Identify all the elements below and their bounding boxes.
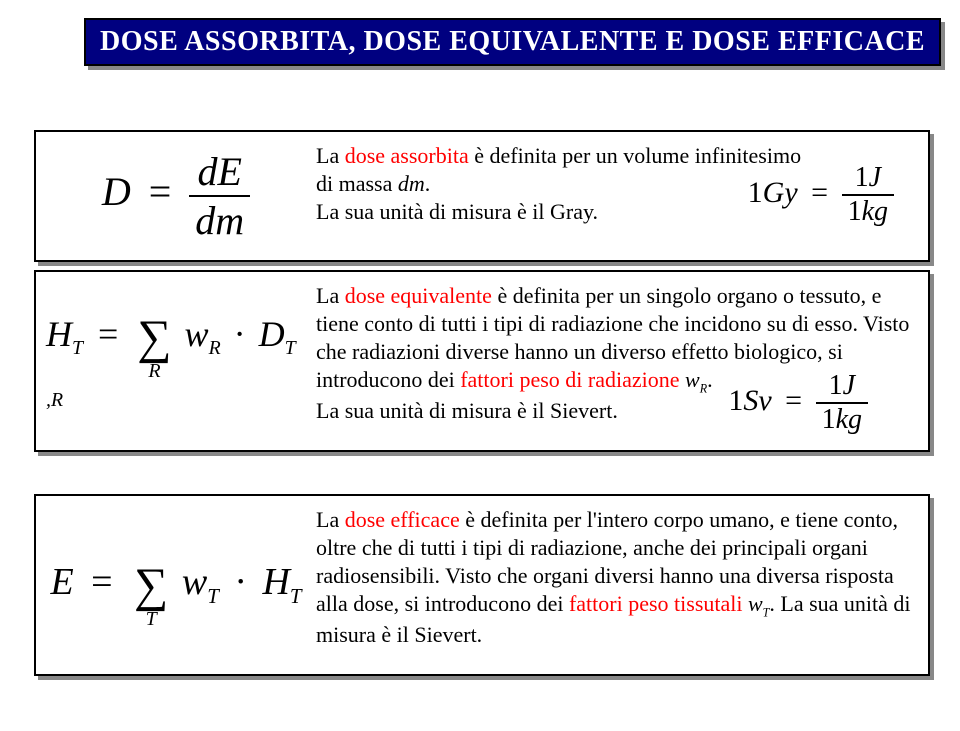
- formula-HT: HT = ∑R wR · DT ,R: [46, 272, 306, 450]
- row-dose-equivalente: HT = ∑R wR · DT ,R La dose equivalente è…: [34, 270, 930, 452]
- term-fattori-peso-radiazione: fattori peso di radiazione: [460, 367, 679, 392]
- term-fattori-peso-tissutali: fattori peso tissutali: [569, 591, 743, 616]
- slide-title-bar: DOSE ASSORBITA, DOSE EQUIVALENTE E DOSE …: [84, 18, 941, 66]
- formula-D: D = dE dm: [46, 132, 306, 260]
- eq-sign: =: [141, 169, 180, 214]
- sigma-icon: ∑T: [134, 558, 168, 613]
- term-dose-equivalente: dose equivalente: [345, 283, 492, 308]
- row-dose-efficace: E = ∑T wT · HT La dose efficace è defini…: [34, 494, 930, 676]
- var-D: D: [102, 169, 131, 214]
- unit-gray: 1Gy = 1J 1kg: [748, 162, 894, 228]
- den-dm: dm: [189, 195, 250, 244]
- term-dose-assorbita: dose assorbita: [345, 143, 469, 168]
- row-dose-assorbita: D = dE dm La dose assorbita è definita p…: [34, 130, 930, 262]
- term-dose-efficace: dose efficace: [345, 507, 460, 532]
- unit-sievert: 1Sv = 1J 1kg: [728, 370, 868, 436]
- slide-title: DOSE ASSORBITA, DOSE EQUIVALENTE E DOSE …: [100, 26, 925, 57]
- num-dE: dE: [189, 148, 250, 195]
- formula-E: E = ∑T wT · HT: [46, 496, 306, 674]
- sigma-icon: ∑R: [137, 310, 171, 365]
- desc-row3: La dose efficace è definita per l'intero…: [316, 506, 912, 649]
